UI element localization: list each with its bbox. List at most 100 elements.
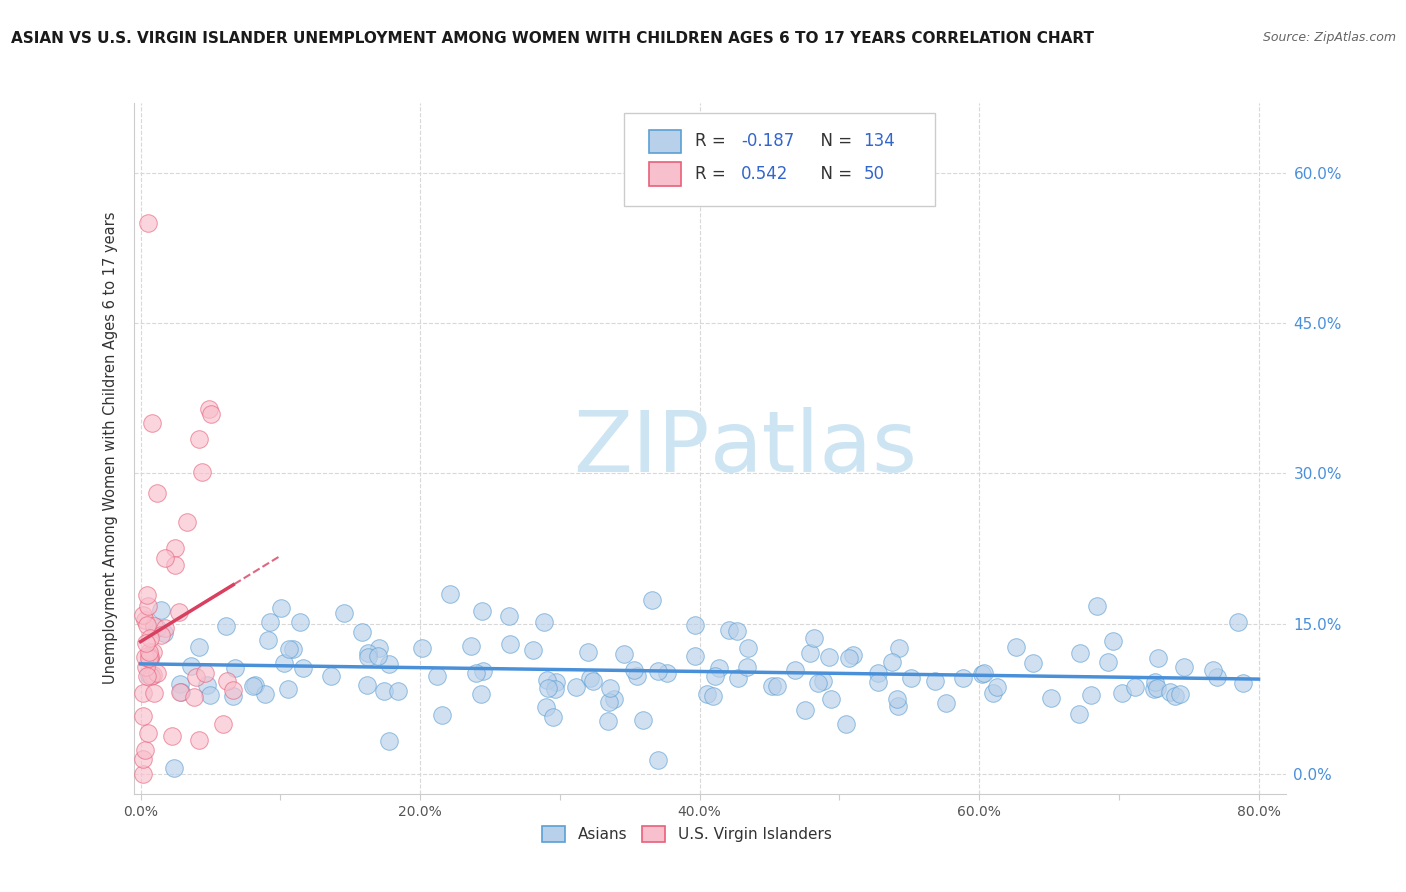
Point <box>291 661 314 675</box>
Point <box>1005 640 1028 654</box>
Point <box>439 587 461 601</box>
Point <box>970 667 993 681</box>
Point <box>132 608 155 623</box>
Text: R =: R = <box>695 132 731 150</box>
Point <box>880 655 903 669</box>
Text: 134: 134 <box>863 132 896 150</box>
Text: atlas: atlas <box>710 407 918 490</box>
Point <box>138 645 160 659</box>
Point <box>576 645 599 659</box>
Point <box>647 753 669 767</box>
Point <box>1163 689 1185 703</box>
Point <box>132 751 155 765</box>
Point <box>533 615 555 629</box>
Point <box>377 734 399 748</box>
Point <box>411 640 433 655</box>
Point <box>633 713 655 727</box>
Point <box>886 692 908 706</box>
Point <box>1168 687 1191 701</box>
Point <box>1146 681 1168 695</box>
Text: 50: 50 <box>863 165 884 183</box>
Point <box>534 699 557 714</box>
Point <box>900 671 922 685</box>
Point <box>136 216 159 230</box>
Point <box>464 665 486 680</box>
Point <box>136 726 159 740</box>
Point <box>426 669 449 683</box>
Point <box>866 675 889 690</box>
Point <box>387 684 409 698</box>
Point <box>1067 707 1090 722</box>
Point <box>766 680 789 694</box>
Text: N =: N = <box>810 165 858 183</box>
Point <box>498 637 520 651</box>
Point <box>187 432 209 446</box>
Point <box>243 678 266 692</box>
Point <box>367 649 389 664</box>
Point <box>134 649 156 664</box>
Point <box>803 631 825 645</box>
Point <box>761 679 783 693</box>
Point <box>139 649 162 664</box>
Point <box>150 628 173 642</box>
Point <box>613 648 636 662</box>
Point <box>1226 615 1249 629</box>
Point <box>1202 663 1225 677</box>
FancyBboxPatch shape <box>650 162 682 186</box>
Point <box>138 668 160 682</box>
Point <box>835 717 858 731</box>
Point <box>432 708 454 723</box>
Point <box>180 659 202 673</box>
Point <box>146 486 169 500</box>
Point <box>841 648 863 662</box>
Point <box>169 684 191 698</box>
Point <box>146 666 169 681</box>
Point <box>142 668 165 682</box>
Point <box>350 625 373 640</box>
Point <box>278 642 301 657</box>
Text: ASIAN VS U.S. VIRGIN ISLANDER UNEMPLOYMENT AMONG WOMEN WITH CHILDREN AGES 6 TO 1: ASIAN VS U.S. VIRGIN ISLANDER UNEMPLOYME… <box>11 31 1094 46</box>
Point <box>197 401 219 416</box>
Point <box>259 615 281 629</box>
Point <box>737 640 759 655</box>
Point <box>290 615 312 630</box>
Point <box>952 671 974 685</box>
FancyBboxPatch shape <box>650 129 682 153</box>
Point <box>522 643 544 657</box>
Point <box>579 671 602 685</box>
Point <box>256 633 278 648</box>
Point <box>811 673 834 688</box>
Point <box>1085 599 1108 613</box>
Point <box>141 416 163 430</box>
Point <box>141 669 163 683</box>
Point <box>546 675 568 690</box>
Point <box>273 656 295 670</box>
Point <box>1146 651 1168 665</box>
Point <box>134 742 156 756</box>
Point <box>356 678 378 692</box>
Point <box>471 604 494 618</box>
Point <box>215 619 238 633</box>
Point <box>183 690 205 705</box>
Y-axis label: Unemployment Among Women with Children Ages 6 to 17 years: Unemployment Among Women with Children A… <box>103 212 118 684</box>
Point <box>727 671 749 685</box>
Point <box>169 677 191 691</box>
Point <box>599 681 621 696</box>
Point <box>184 670 207 684</box>
Point <box>696 687 718 701</box>
Point <box>983 685 1005 699</box>
Point <box>146 621 169 635</box>
Point <box>1040 691 1063 706</box>
Point <box>217 674 239 689</box>
Point <box>357 646 380 660</box>
Point <box>1143 681 1166 696</box>
Point <box>270 601 292 615</box>
Point <box>727 624 749 639</box>
Point <box>565 680 588 694</box>
Point <box>582 673 605 688</box>
Point <box>1232 675 1254 690</box>
Point <box>818 649 841 664</box>
Point <box>357 650 380 665</box>
Point <box>142 645 165 659</box>
Point <box>1080 688 1102 702</box>
